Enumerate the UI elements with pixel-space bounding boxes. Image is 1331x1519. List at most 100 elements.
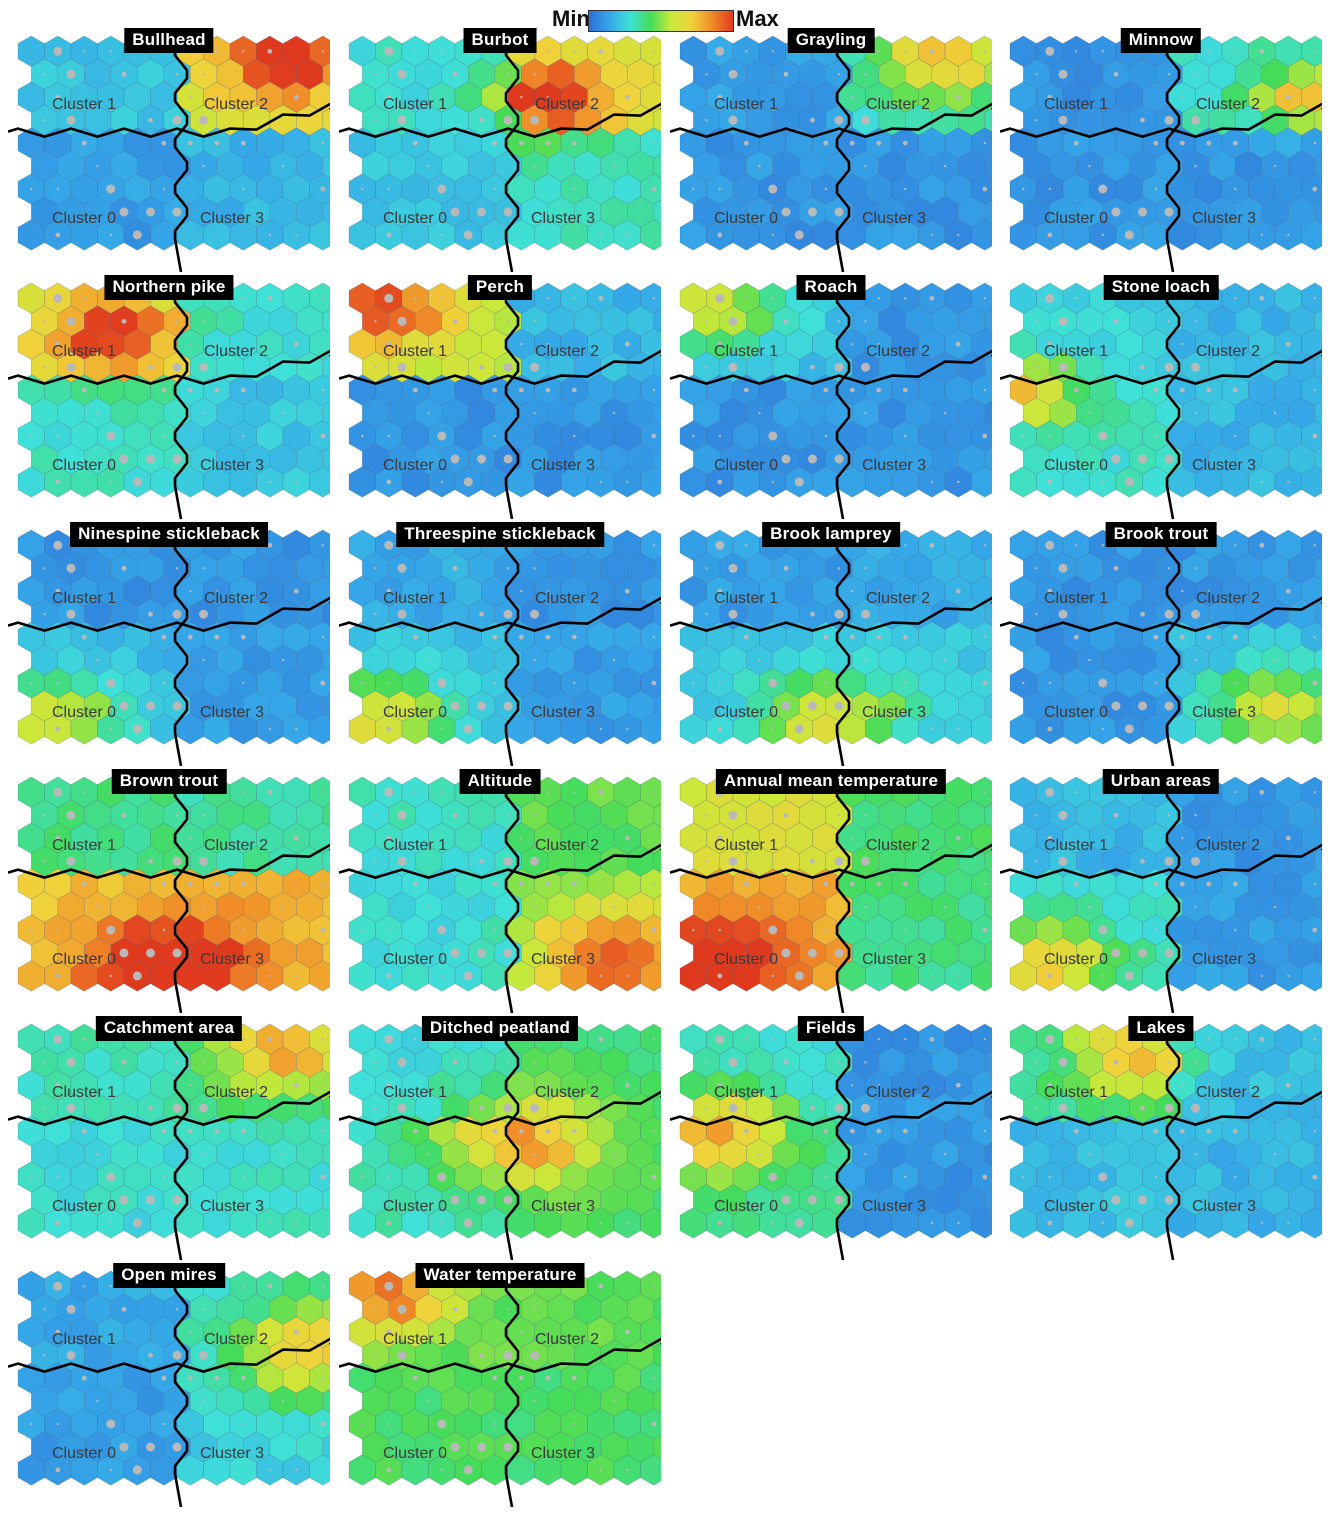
cluster-boundary-horizontal [8,596,330,632]
hit-marker [1206,1128,1212,1134]
hit-marker [1234,187,1237,191]
hit-marker [1259,789,1265,795]
hit-marker [983,297,986,300]
hit-marker [1164,609,1174,619]
hit-marker [268,1221,271,1225]
hit-marker [215,96,218,99]
hit-marker [781,948,791,958]
hit-marker [1113,812,1119,818]
hit-marker [771,50,774,53]
hit-marker [132,477,142,487]
hit-marker [864,73,867,76]
cluster-label-2: Cluster 2 [204,96,269,113]
hit-marker [361,1422,364,1426]
hit-marker [877,837,880,840]
hit-marker [1234,1038,1237,1041]
panel-title: Water temperature [415,1263,585,1288]
som-node [309,1207,330,1239]
hit-marker [692,1175,695,1179]
cluster-boundary-vertical [504,1018,520,1260]
hit-marker [1140,858,1145,864]
hit-marker [1111,207,1121,217]
hit-marker [651,680,657,686]
hit-marker [162,1175,165,1179]
hit-marker [1194,567,1197,570]
hit-marker [717,588,723,594]
hit-marker [1234,297,1237,300]
hit-marker [1234,434,1237,438]
hit-marker [530,115,539,125]
cluster-boundary-horizontal [339,596,661,632]
hit-marker [202,1061,205,1064]
hit-marker [1191,856,1200,866]
hit-marker [715,540,725,550]
hit-marker [214,387,220,393]
hit-marker [374,567,377,570]
hit-marker [520,96,523,99]
hit-marker [520,590,523,593]
hit-marker [652,50,655,53]
hit-marker [957,233,960,237]
hit-marker [743,634,749,640]
hit-marker [172,948,182,958]
cluster-label-1: Cluster 1 [52,590,117,607]
hit-marker [1179,881,1185,887]
hit-marker [1035,320,1038,323]
hit-marker [1047,1220,1053,1226]
hit-marker [121,318,127,324]
hit-marker [1048,928,1051,932]
hit-marker [463,230,473,240]
hit-marker [109,1221,113,1225]
hit-marker [1113,1059,1119,1065]
hit-marker [758,1152,761,1156]
hit-marker [386,94,392,100]
hit-marker [955,588,961,594]
hit-marker [1058,856,1068,866]
hit-marker [1045,540,1055,550]
cluster-boundary-horizontal [670,843,992,879]
hit-marker [692,434,695,438]
hit-marker [397,69,407,79]
hit-marker [1111,948,1121,958]
hit-marker [904,187,907,191]
hit-marker [506,1308,510,1311]
hit-marker [929,542,935,548]
hit-marker [902,634,908,640]
hit-marker [571,1128,577,1134]
hit-marker [545,1375,551,1381]
hit-marker [55,973,61,979]
hit-marker [824,434,827,438]
cluster-label-2: Cluster 2 [866,343,931,360]
hit-marker [877,590,880,593]
hit-marker [1273,905,1277,909]
hit-marker [66,1350,76,1360]
hit-marker [1285,835,1291,841]
hit-marker [982,186,988,192]
hit-marker [440,297,443,300]
cluster-boundary-vertical [504,771,520,1013]
hexagon-map [1000,1018,1322,1260]
som-node [1301,1207,1322,1239]
hit-marker [503,1195,513,1205]
hit-marker [1207,1038,1210,1041]
hit-marker [781,701,791,711]
hit-marker [1124,971,1134,981]
hit-marker [412,1375,418,1381]
hit-marker [214,1128,220,1134]
hit-marker [864,164,867,168]
hit-marker [1124,724,1134,734]
hit-marker [1098,431,1108,441]
hit-marker [293,1082,299,1088]
hit-marker [546,1084,549,1087]
hit-marker [450,207,460,217]
hit-marker [864,320,867,323]
cluster-boundary-vertical [173,524,189,766]
hit-marker [1047,973,1053,979]
hit-marker [1232,1128,1238,1134]
hit-marker [202,658,205,662]
hit-marker [506,814,510,817]
som-node [640,713,661,745]
hit-marker [81,387,87,393]
hit-marker [295,480,298,484]
hit-marker [132,230,142,240]
